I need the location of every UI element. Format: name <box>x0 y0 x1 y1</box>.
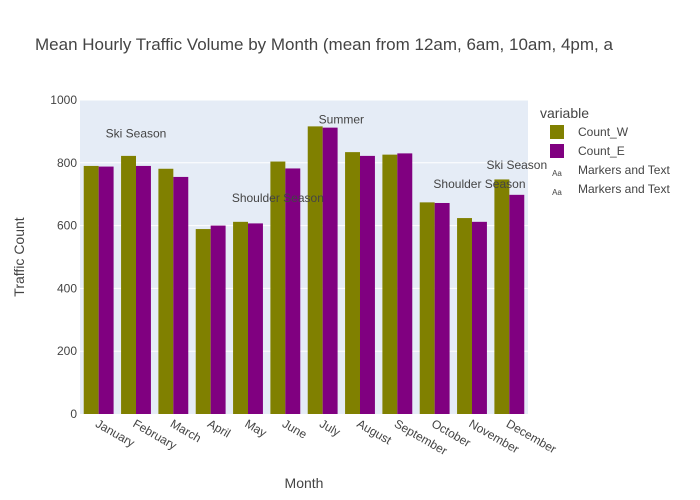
annotation-ski-season: Ski Season <box>486 158 547 172</box>
y-tick-label: 600 <box>57 219 77 233</box>
bar-count-e-february <box>136 165 151 414</box>
bar-count-e-september <box>397 153 413 414</box>
bar-count-e-june <box>285 168 301 414</box>
y-tick-label: 200 <box>57 344 77 358</box>
bar-count-w-july <box>307 126 323 414</box>
annotation-shoulder-season: Shoulder Season <box>433 177 525 191</box>
x-tick-label: July <box>317 416 342 439</box>
bar-count-e-october <box>434 202 450 414</box>
bar-count-e-april <box>210 225 226 414</box>
x-axis-title: Month <box>285 475 324 491</box>
bar-count-e-august <box>360 155 375 414</box>
bar-count-w-november <box>457 218 472 414</box>
annotation-ski-season: Ski Season <box>106 127 167 141</box>
bar-count-w-august <box>345 152 360 414</box>
y-tick-label: 800 <box>57 156 77 170</box>
annotation-summer: Summer <box>319 113 364 127</box>
x-tick-label: August <box>355 416 395 447</box>
bar-count-w-january <box>83 165 99 414</box>
bar-count-e-may <box>248 223 263 414</box>
x-tick-label: April <box>205 416 233 440</box>
x-tick-label: June <box>280 416 310 441</box>
bar-count-e-march <box>173 176 189 414</box>
plot-area <box>80 100 528 414</box>
legend-swatch-count-w <box>550 125 564 139</box>
bar-count-w-may <box>233 221 248 414</box>
annotations: Ski Season Shoulder Season Summer Shoulder … <box>106 113 548 206</box>
text-marker-icon: Aa <box>552 169 562 178</box>
bars <box>83 126 525 415</box>
gridlines <box>80 99 528 352</box>
bar-count-e-january <box>98 166 114 414</box>
legend-entry-count-w: Count_W <box>578 125 629 139</box>
bar-count-w-december <box>494 179 510 414</box>
x-tick-label: May <box>243 416 270 439</box>
legend-entry-markers-and-text: Markers and Text <box>578 182 670 196</box>
bar-count-w-october <box>419 202 435 414</box>
legend-title: variable <box>540 105 589 121</box>
y-tick-labels: 0 200 400 600 800 1000 <box>50 93 77 421</box>
legend-entry-markers-and-text: Markers and Text <box>578 163 670 177</box>
annotation-shoulder-season: Shoulder Season <box>232 191 324 205</box>
bar-count-e-november <box>472 221 487 414</box>
text-marker-icon: Aa <box>552 188 562 197</box>
legend-entry-count-e: Count_E <box>578 144 625 158</box>
legend-swatch-count-e <box>550 144 564 158</box>
y-tick-label: 1000 <box>50 93 77 107</box>
chart-title: Mean Hourly Traffic Volume by Month (mea… <box>35 35 613 54</box>
y-tick-label: 400 <box>57 281 77 295</box>
bar-count-e-july <box>322 127 338 414</box>
bar-count-w-march <box>158 168 174 414</box>
bar-count-w-september <box>382 154 398 415</box>
bar-count-w-february <box>121 155 136 414</box>
y-tick-label: 0 <box>70 407 77 421</box>
bar-count-e-december <box>509 194 525 414</box>
legend: variable Count_W Count_E Aa Markers and Tex… <box>540 105 670 197</box>
bar-count-w-april <box>195 229 211 414</box>
x-tick-label: January <box>93 416 137 449</box>
y-axis-title: Traffic Count <box>11 217 27 296</box>
bar-count-w-june <box>270 161 286 414</box>
